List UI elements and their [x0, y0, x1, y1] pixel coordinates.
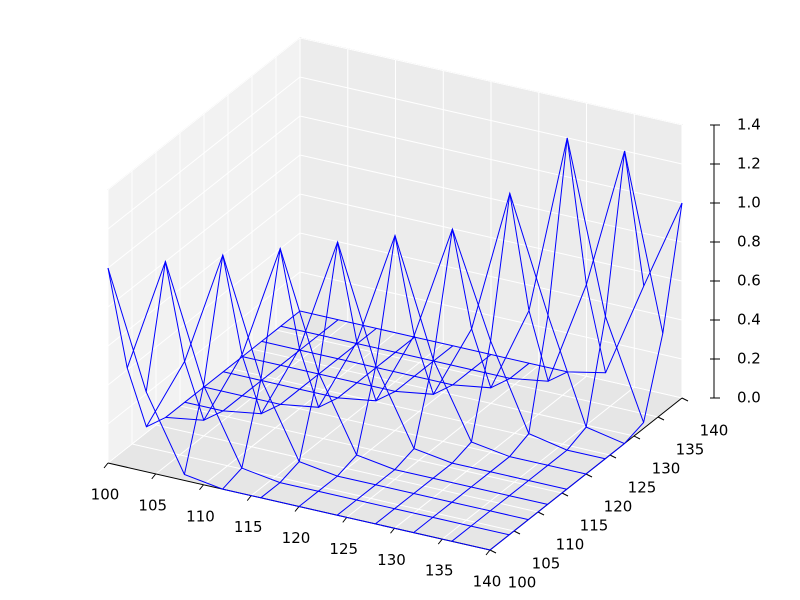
y-tick	[537, 511, 545, 516]
x-tick-label: 130	[377, 551, 406, 569]
y-tick	[513, 530, 521, 535]
wire-column	[336, 228, 530, 516]
y-tick-label: 110	[556, 536, 585, 554]
y-tick-label: 115	[580, 517, 609, 535]
grid-line	[107, 154, 683, 308]
x-tick-label: 135	[425, 562, 454, 580]
wire-column	[489, 202, 683, 551]
wire-column	[375, 193, 568, 525]
grid-line	[107, 232, 683, 386]
x-tick	[342, 517, 348, 523]
grid-line	[107, 76, 683, 230]
x-tick	[485, 549, 491, 556]
wire-column	[183, 254, 377, 475]
y-tick-label: 105	[532, 555, 561, 573]
z-tick-label: 0.8	[737, 233, 761, 251]
y-tick	[657, 416, 665, 421]
x-tick	[246, 495, 252, 501]
z-tick-label: 1.0	[737, 194, 761, 212]
grid-line	[107, 115, 683, 269]
grid-line	[107, 37, 683, 191]
x-tick-label: 110	[186, 507, 215, 525]
x-tick-label: 120	[282, 529, 311, 547]
y-tick-label: 140	[700, 422, 729, 440]
x-tick	[437, 538, 443, 545]
y-tick-label: 130	[652, 460, 681, 478]
grid-line	[107, 271, 683, 425]
y-tick	[633, 435, 641, 440]
y-tick-label: 125	[628, 479, 657, 497]
y-tick	[585, 473, 593, 478]
x-tick-label: 105	[138, 496, 167, 514]
y-tick	[609, 454, 617, 459]
x-tick-label: 140	[473, 573, 502, 591]
x-tick	[199, 484, 204, 491]
y-tick-label: 120	[604, 498, 633, 516]
y-tick	[489, 549, 497, 554]
y-tick	[561, 492, 569, 497]
x-tick-label: 100	[91, 486, 120, 504]
x-tick	[390, 527, 395, 534]
x-tick-label: 125	[329, 540, 358, 558]
wire-column	[107, 267, 301, 428]
z-tick-label: 0.0	[737, 389, 761, 407]
x-tick	[294, 506, 300, 512]
z-tick-label: 0.6	[737, 272, 761, 290]
wire-column	[145, 261, 339, 421]
z-tick-label: 0.4	[737, 311, 761, 329]
x-tick	[151, 473, 157, 480]
wire-column	[298, 235, 492, 507]
wire-column	[260, 241, 454, 499]
x-tick	[103, 462, 109, 469]
y-tick-label: 135	[676, 441, 705, 459]
wire-column	[413, 137, 607, 533]
y-tick	[681, 397, 689, 402]
z-tick-label: 0.2	[737, 350, 761, 368]
wire-column	[222, 248, 415, 490]
x-tick-label: 115	[234, 518, 263, 536]
z-tick-label: 1.4	[737, 116, 761, 134]
wire-column	[451, 150, 645, 542]
y-tick-label: 100	[508, 574, 537, 592]
z-tick-label: 1.2	[737, 155, 761, 173]
